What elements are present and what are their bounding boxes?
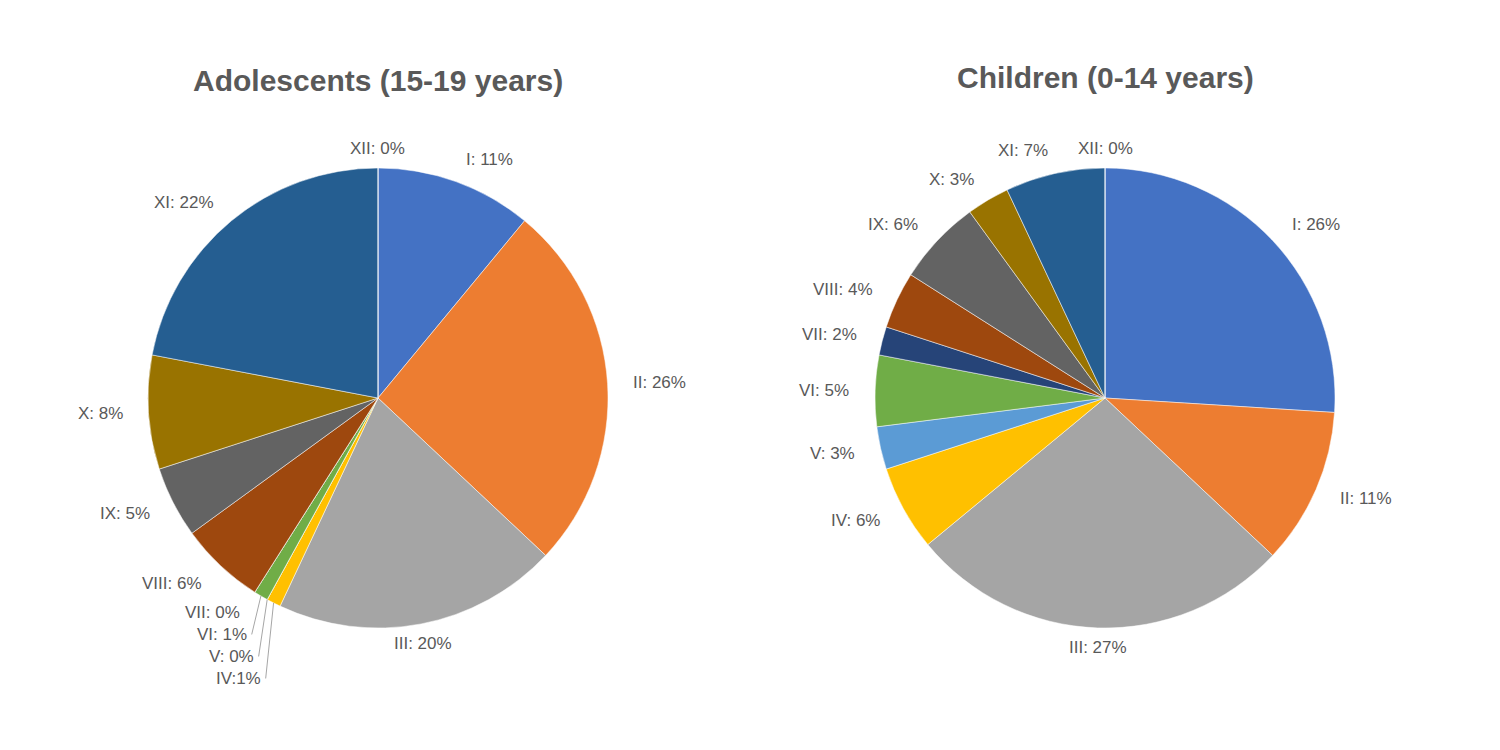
svg-text:I: 26%: I: 26% <box>1292 215 1340 234</box>
svg-text:IV: 6%: IV: 6% <box>831 511 880 530</box>
svg-text:IV:1%: IV:1% <box>216 669 261 688</box>
svg-text:XI: 7%: XI: 7% <box>998 141 1048 160</box>
svg-text:Children (0-14 years): Children (0-14 years) <box>957 61 1254 94</box>
svg-text:VIII: 4%: VIII: 4% <box>813 280 873 299</box>
svg-text:II: 11%: II: 11% <box>1340 489 1392 508</box>
svg-text:IX: 6%: IX: 6% <box>868 215 918 234</box>
svg-text:XII: 0%: XII: 0% <box>1078 139 1133 158</box>
svg-text:I: 11%: I: 11% <box>466 150 513 169</box>
svg-text:VII: 0%: VII: 0% <box>185 603 240 622</box>
svg-text:VI: 5%: VI: 5% <box>799 381 849 400</box>
svg-text:II: 26%: II: 26% <box>633 373 686 392</box>
svg-text:IX: 5%: IX: 5% <box>100 504 150 523</box>
svg-text:III: 27%: III: 27% <box>1069 638 1127 657</box>
svg-text:VII: 2%: VII: 2% <box>802 325 857 344</box>
svg-text:V: 3%: V: 3% <box>810 444 855 463</box>
svg-text:X: 8%: X: 8% <box>78 404 123 423</box>
svg-text:VI: 1%: VI: 1% <box>197 625 247 644</box>
svg-text:VIII: 6%: VIII: 6% <box>142 574 202 593</box>
svg-text:Adolescents (15-19 years): Adolescents (15-19 years) <box>193 64 563 97</box>
svg-text:X: 3%: X: 3% <box>929 170 974 189</box>
svg-text:V: 0%: V: 0% <box>209 647 254 666</box>
svg-text:III: 20%: III: 20% <box>394 634 452 653</box>
svg-text:XI: 22%: XI: 22% <box>154 193 214 212</box>
svg-text:XII: 0%: XII: 0% <box>350 139 405 158</box>
